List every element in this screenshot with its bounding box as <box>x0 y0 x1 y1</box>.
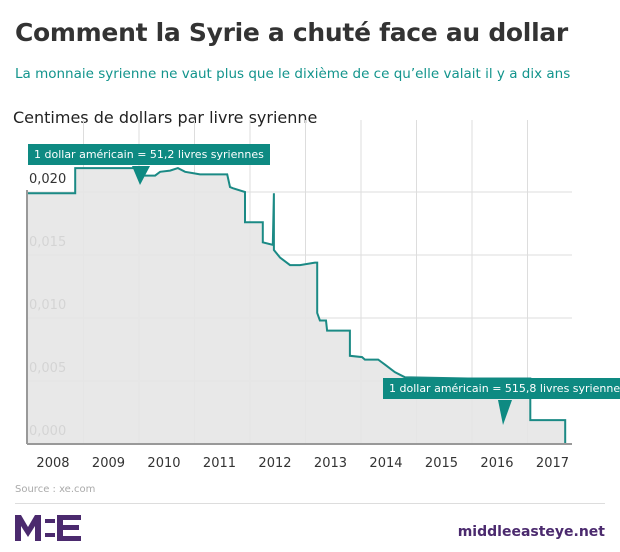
x-tick-label: 2010 <box>147 456 180 471</box>
x-tick-label: 2013 <box>314 456 347 471</box>
footer-divider <box>15 503 605 504</box>
x-tick-label: 2014 <box>369 456 402 471</box>
x-tick-label: 2011 <box>203 456 236 471</box>
x-tick-label: 2016 <box>480 456 513 471</box>
site-url: middleeasteye.net <box>457 524 605 540</box>
x-tick-label: 2008 <box>36 456 69 471</box>
mee-logo <box>15 515 81 541</box>
annotation-pointer <box>498 400 512 425</box>
chart-plot: 0,0000,0050,0100,0150,020200820092010201… <box>26 120 572 471</box>
y-axis-label: Centimes de dollars par livre syrienne <box>13 108 318 127</box>
y-tick-label: 0,020 <box>29 172 66 187</box>
series-area <box>28 168 566 444</box>
chart-subtitle: La monnaie syrienne ne vaut plus que le … <box>15 66 571 82</box>
series-line <box>28 167 567 444</box>
x-tick-label: 2009 <box>92 456 125 471</box>
x-tick-label: 2017 <box>536 456 569 471</box>
x-tick-label: 2015 <box>425 456 458 471</box>
x-tick-label: 2012 <box>258 456 291 471</box>
chart-title: Comment la Syrie a chuté face au dollar <box>15 18 568 47</box>
annotation-start: 1 dollar américain = 51,2 livres syrienn… <box>28 144 270 165</box>
source-note: Source : xe.com <box>15 484 96 495</box>
annotation-end: 1 dollar américain = 515,8 livres syrien… <box>383 378 620 399</box>
annotation-pointer <box>132 166 150 185</box>
